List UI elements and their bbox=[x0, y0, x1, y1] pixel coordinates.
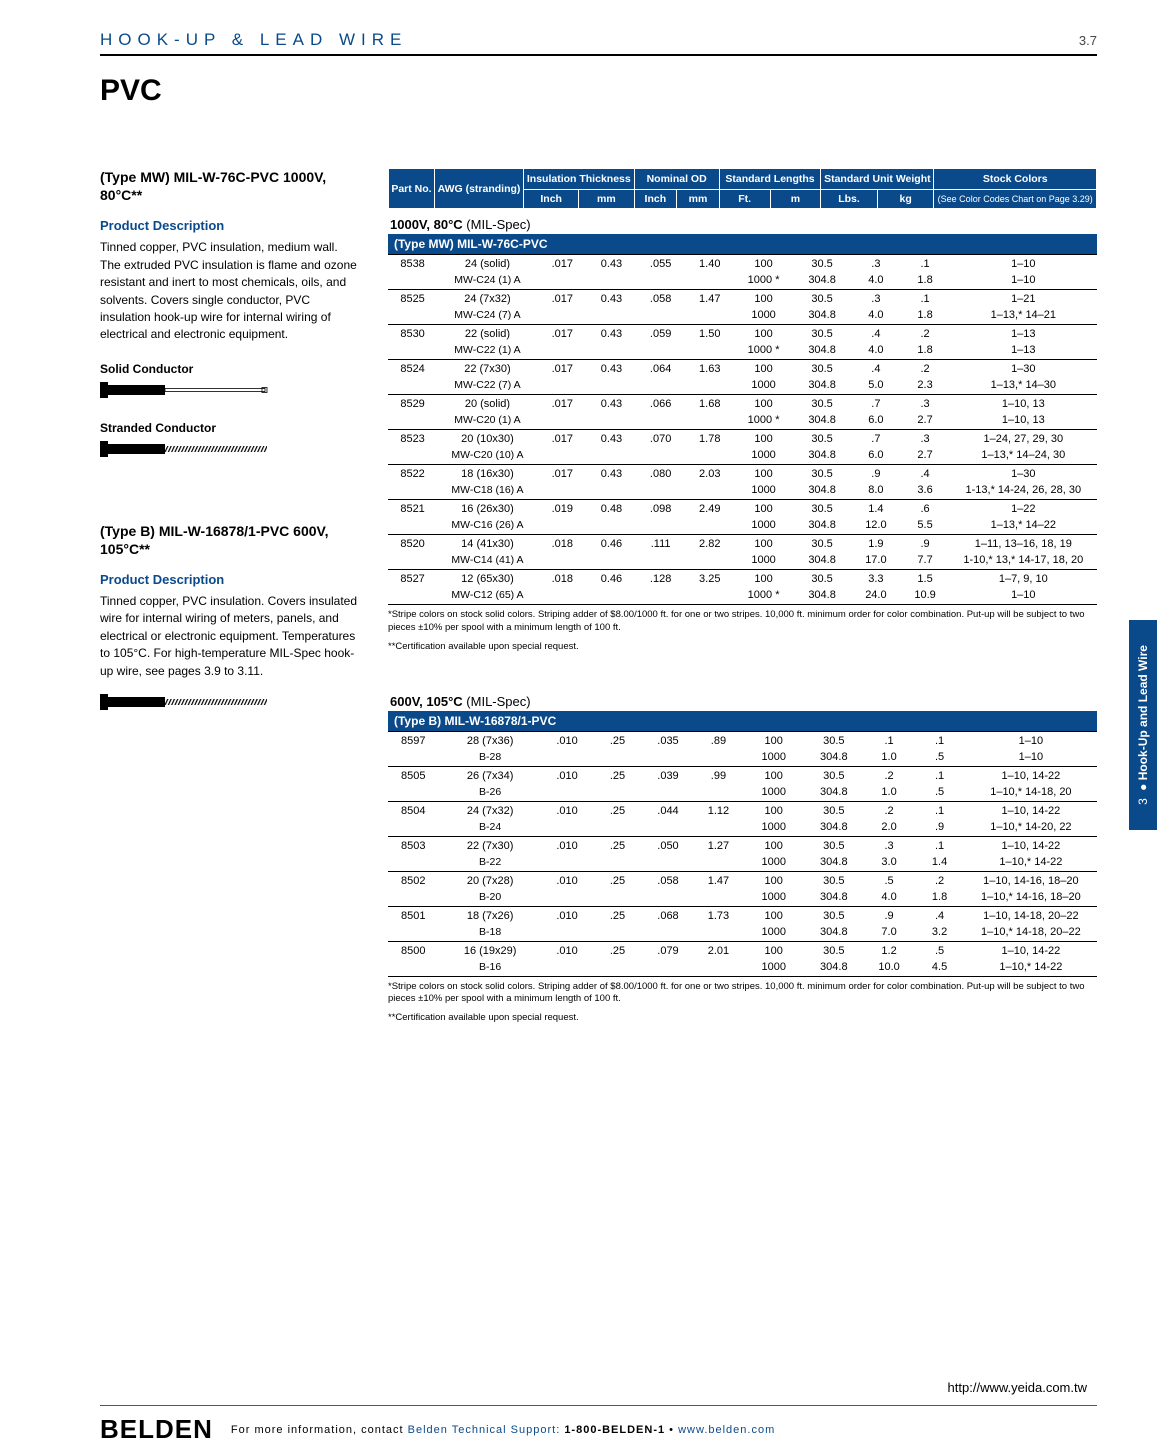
url: http://www.yeida.com.tw bbox=[948, 1380, 1087, 1395]
footer: BELDEN For more information, contact Bel… bbox=[100, 1405, 1097, 1445]
table-row: B-161000304.810.04.51–10,* 14-22 bbox=[388, 959, 1097, 977]
th-nominal-od: Nominal OD bbox=[634, 169, 719, 190]
category2-title: 600V, 105°C (MIL-Spec) bbox=[390, 694, 1097, 709]
spec-table-header: Part No. AWG (stranding) Insulation Thic… bbox=[388, 168, 1097, 209]
table-row: MW-C18 (16) A1000304.88.03.61-13,* 14-24… bbox=[388, 482, 1097, 500]
table-row: MW-C24 (1) A1000 *304.84.01.81–10 bbox=[388, 272, 1097, 290]
footer-pre: For more information, contact bbox=[231, 1424, 408, 1436]
table-row: 853022 (solid).0170.43.0591.5010030.5.4.… bbox=[388, 325, 1097, 343]
th-mm: mm bbox=[677, 190, 720, 209]
cat1-label: 1000V, 80°C bbox=[390, 217, 463, 232]
belden-logo: BELDEN bbox=[100, 1414, 213, 1445]
band2: (Type B) MIL-W-16878/1-PVC bbox=[388, 711, 1097, 732]
band1: (Type MW) MIL-W-76C-PVC bbox=[388, 234, 1097, 255]
table-row: 852920 (solid).0170.43.0661.6810030.5.7.… bbox=[388, 395, 1097, 413]
th-awg: AWG (stranding) bbox=[434, 169, 523, 209]
table-row: MW-C16 (26) A1000304.812.05.51–13,* 14–2… bbox=[388, 517, 1097, 535]
footnote-1a: *Stripe colors on stock solid colors. St… bbox=[388, 609, 1097, 635]
spec-table-1: (Type MW) MIL-W-76C-PVC 853824 (solid).0… bbox=[388, 234, 1097, 605]
table-row: 859728 (7x36).010.25.035.8910030.5.1.11–… bbox=[388, 731, 1097, 749]
th-std-lengths: Standard Lengths bbox=[719, 169, 820, 190]
cat2-label: 600V, 105°C bbox=[390, 694, 463, 709]
table-row: MW-C20 (10) A1000304.86.02.71–13,* 14–24… bbox=[388, 447, 1097, 465]
th-kg: kg bbox=[877, 190, 934, 209]
category1-title: 1000V, 80°C (MIL-Spec) bbox=[390, 217, 1097, 232]
th-ft: Ft. bbox=[719, 190, 770, 209]
table-row: 850322 (7x30).010.25.0501.2710030.5.3.11… bbox=[388, 836, 1097, 854]
side-tab-text: Hook-Up and Lead Wire bbox=[1136, 645, 1150, 780]
th-std-weight: Standard Unit Weight bbox=[821, 169, 934, 190]
th-m: m bbox=[770, 190, 821, 209]
table-row: MW-C22 (7) A1000304.85.02.31–13,* 14–30 bbox=[388, 377, 1097, 395]
table-row: 850220 (7x28).010.25.0581.4710030.5.5.21… bbox=[388, 871, 1097, 889]
footer-support: Belden Technical Support: bbox=[408, 1424, 565, 1436]
header-page-number: 3.7 bbox=[1079, 33, 1097, 48]
th-part-no: Part No. bbox=[389, 169, 435, 209]
table-row: B-241000304.82.0.91–10,* 14-20, 22 bbox=[388, 819, 1097, 837]
product-description-text-2: Tinned copper, PVC insulation. Covers in… bbox=[100, 593, 360, 680]
th-inch: Inch bbox=[524, 190, 579, 209]
table-row: B-181000304.87.03.21–10,* 14-18, 20–22 bbox=[388, 924, 1097, 942]
side-tab-bullet: ● bbox=[1136, 784, 1150, 791]
footnote-2a: *Stripe colors on stock solid colors. St… bbox=[388, 981, 1097, 1007]
footer-text: For more information, contact Belden Tec… bbox=[231, 1424, 775, 1436]
product-description-heading-2: Product Description bbox=[100, 572, 360, 587]
table-row: MW-C22 (1) A1000 *304.84.01.81–13 bbox=[388, 342, 1097, 360]
table-row: B-201000304.84.01.81–10,* 14-16, 18–20 bbox=[388, 889, 1097, 907]
section2-title: (Type B) MIL-W-16878/1-PVC 600V, 105°C** bbox=[100, 522, 360, 558]
th-inch: Inch bbox=[634, 190, 677, 209]
cat2-mil: (MIL-Spec) bbox=[466, 694, 530, 709]
th-insulation: Insulation Thickness bbox=[524, 169, 634, 190]
stranded-conductor-label: Stranded Conductor bbox=[100, 421, 360, 435]
table-row: B-261000304.81.0.51–10,* 14-18, 20 bbox=[388, 784, 1097, 802]
th-stock-colors: Stock Colors bbox=[934, 169, 1097, 190]
stranded-conductor-illustration-2 bbox=[100, 694, 270, 710]
table-row: MW-C20 (1) A1000 *304.86.02.71–10, 13 bbox=[388, 412, 1097, 430]
footnote-2b: **Certification available upon special r… bbox=[388, 1012, 1097, 1023]
table-row: 852712 (65x30).0180.46.1283.2510030.53.3… bbox=[388, 570, 1097, 588]
table-row: 850118 (7x26).010.25.0681.7310030.5.9.41… bbox=[388, 906, 1097, 924]
table-row: MW-C24 (7) A1000304.84.01.81–13,* 14–21 bbox=[388, 307, 1097, 325]
table-row: 852116 (26x30).0190.48.0982.4910030.51.4… bbox=[388, 500, 1097, 518]
footer-sep: • bbox=[665, 1424, 678, 1436]
pvc-heading: PVC bbox=[100, 74, 1097, 108]
cat1-mil: (MIL-Spec) bbox=[466, 217, 530, 232]
th-stock-sub: (See Color Codes Chart on Page 3.29) bbox=[934, 190, 1097, 209]
table-row: B-221000304.83.01.41–10,* 14-22 bbox=[388, 854, 1097, 872]
table-row: 850424 (7x32).010.25.0441.1210030.5.2.11… bbox=[388, 801, 1097, 819]
spec-table-2: (Type B) MIL-W-16878/1-PVC 859728 (7x36)… bbox=[388, 711, 1097, 977]
stranded-conductor-illustration bbox=[100, 441, 270, 457]
table-row: 852422 (7x30).0170.43.0641.6310030.5.4.2… bbox=[388, 360, 1097, 378]
table-row: 850016 (19x29).010.25.0792.0110030.51.2.… bbox=[388, 941, 1097, 959]
table-row: 852014 (41x30).0180.46.1112.8210030.51.9… bbox=[388, 535, 1097, 553]
th-mm: mm bbox=[579, 190, 634, 209]
side-tab: 3 ● Hook-Up and Lead Wire bbox=[1129, 620, 1157, 830]
table-row: 852320 (10x30).0170.43.0701.7810030.5.7.… bbox=[388, 430, 1097, 448]
footer-site: www.belden.com bbox=[678, 1424, 775, 1436]
product-description-text: Tinned copper, PVC insulation, medium wa… bbox=[100, 239, 360, 343]
table-row: 852218 (16x30).0170.43.0802.0310030.5.9.… bbox=[388, 465, 1097, 483]
solid-conductor-label: Solid Conductor bbox=[100, 362, 360, 376]
solid-conductor-illustration bbox=[100, 382, 270, 398]
table-row: 850526 (7x34).010.25.039.9910030.5.2.11–… bbox=[388, 766, 1097, 784]
footer-phone: 1-800-BELDEN-1 bbox=[564, 1424, 665, 1436]
table-row: MW-C12 (65) A1000 *304.824.010.91–10 bbox=[388, 587, 1097, 605]
th-lbs: Lbs. bbox=[821, 190, 878, 209]
table-row: 853824 (solid).0170.43.0551.4010030.5.3.… bbox=[388, 255, 1097, 273]
page-header: HOOK-UP & LEAD WIRE 3.7 bbox=[100, 30, 1097, 56]
footnote-1b: **Certification available upon special r… bbox=[388, 641, 1097, 652]
table-row: B-281000304.81.0.51–10 bbox=[388, 749, 1097, 767]
section1-title: (Type MW) MIL-W-76C-PVC 1000V, 80°C** bbox=[100, 168, 360, 204]
side-tab-num: 3 bbox=[1136, 798, 1150, 805]
table-row: 852524 (7x32).0170.43.0581.4710030.5.3.1… bbox=[388, 290, 1097, 308]
product-description-heading: Product Description bbox=[100, 218, 360, 233]
header-title: HOOK-UP & LEAD WIRE bbox=[100, 30, 407, 50]
table-row: MW-C14 (41) A1000304.817.07.71-10,* 13,*… bbox=[388, 552, 1097, 570]
